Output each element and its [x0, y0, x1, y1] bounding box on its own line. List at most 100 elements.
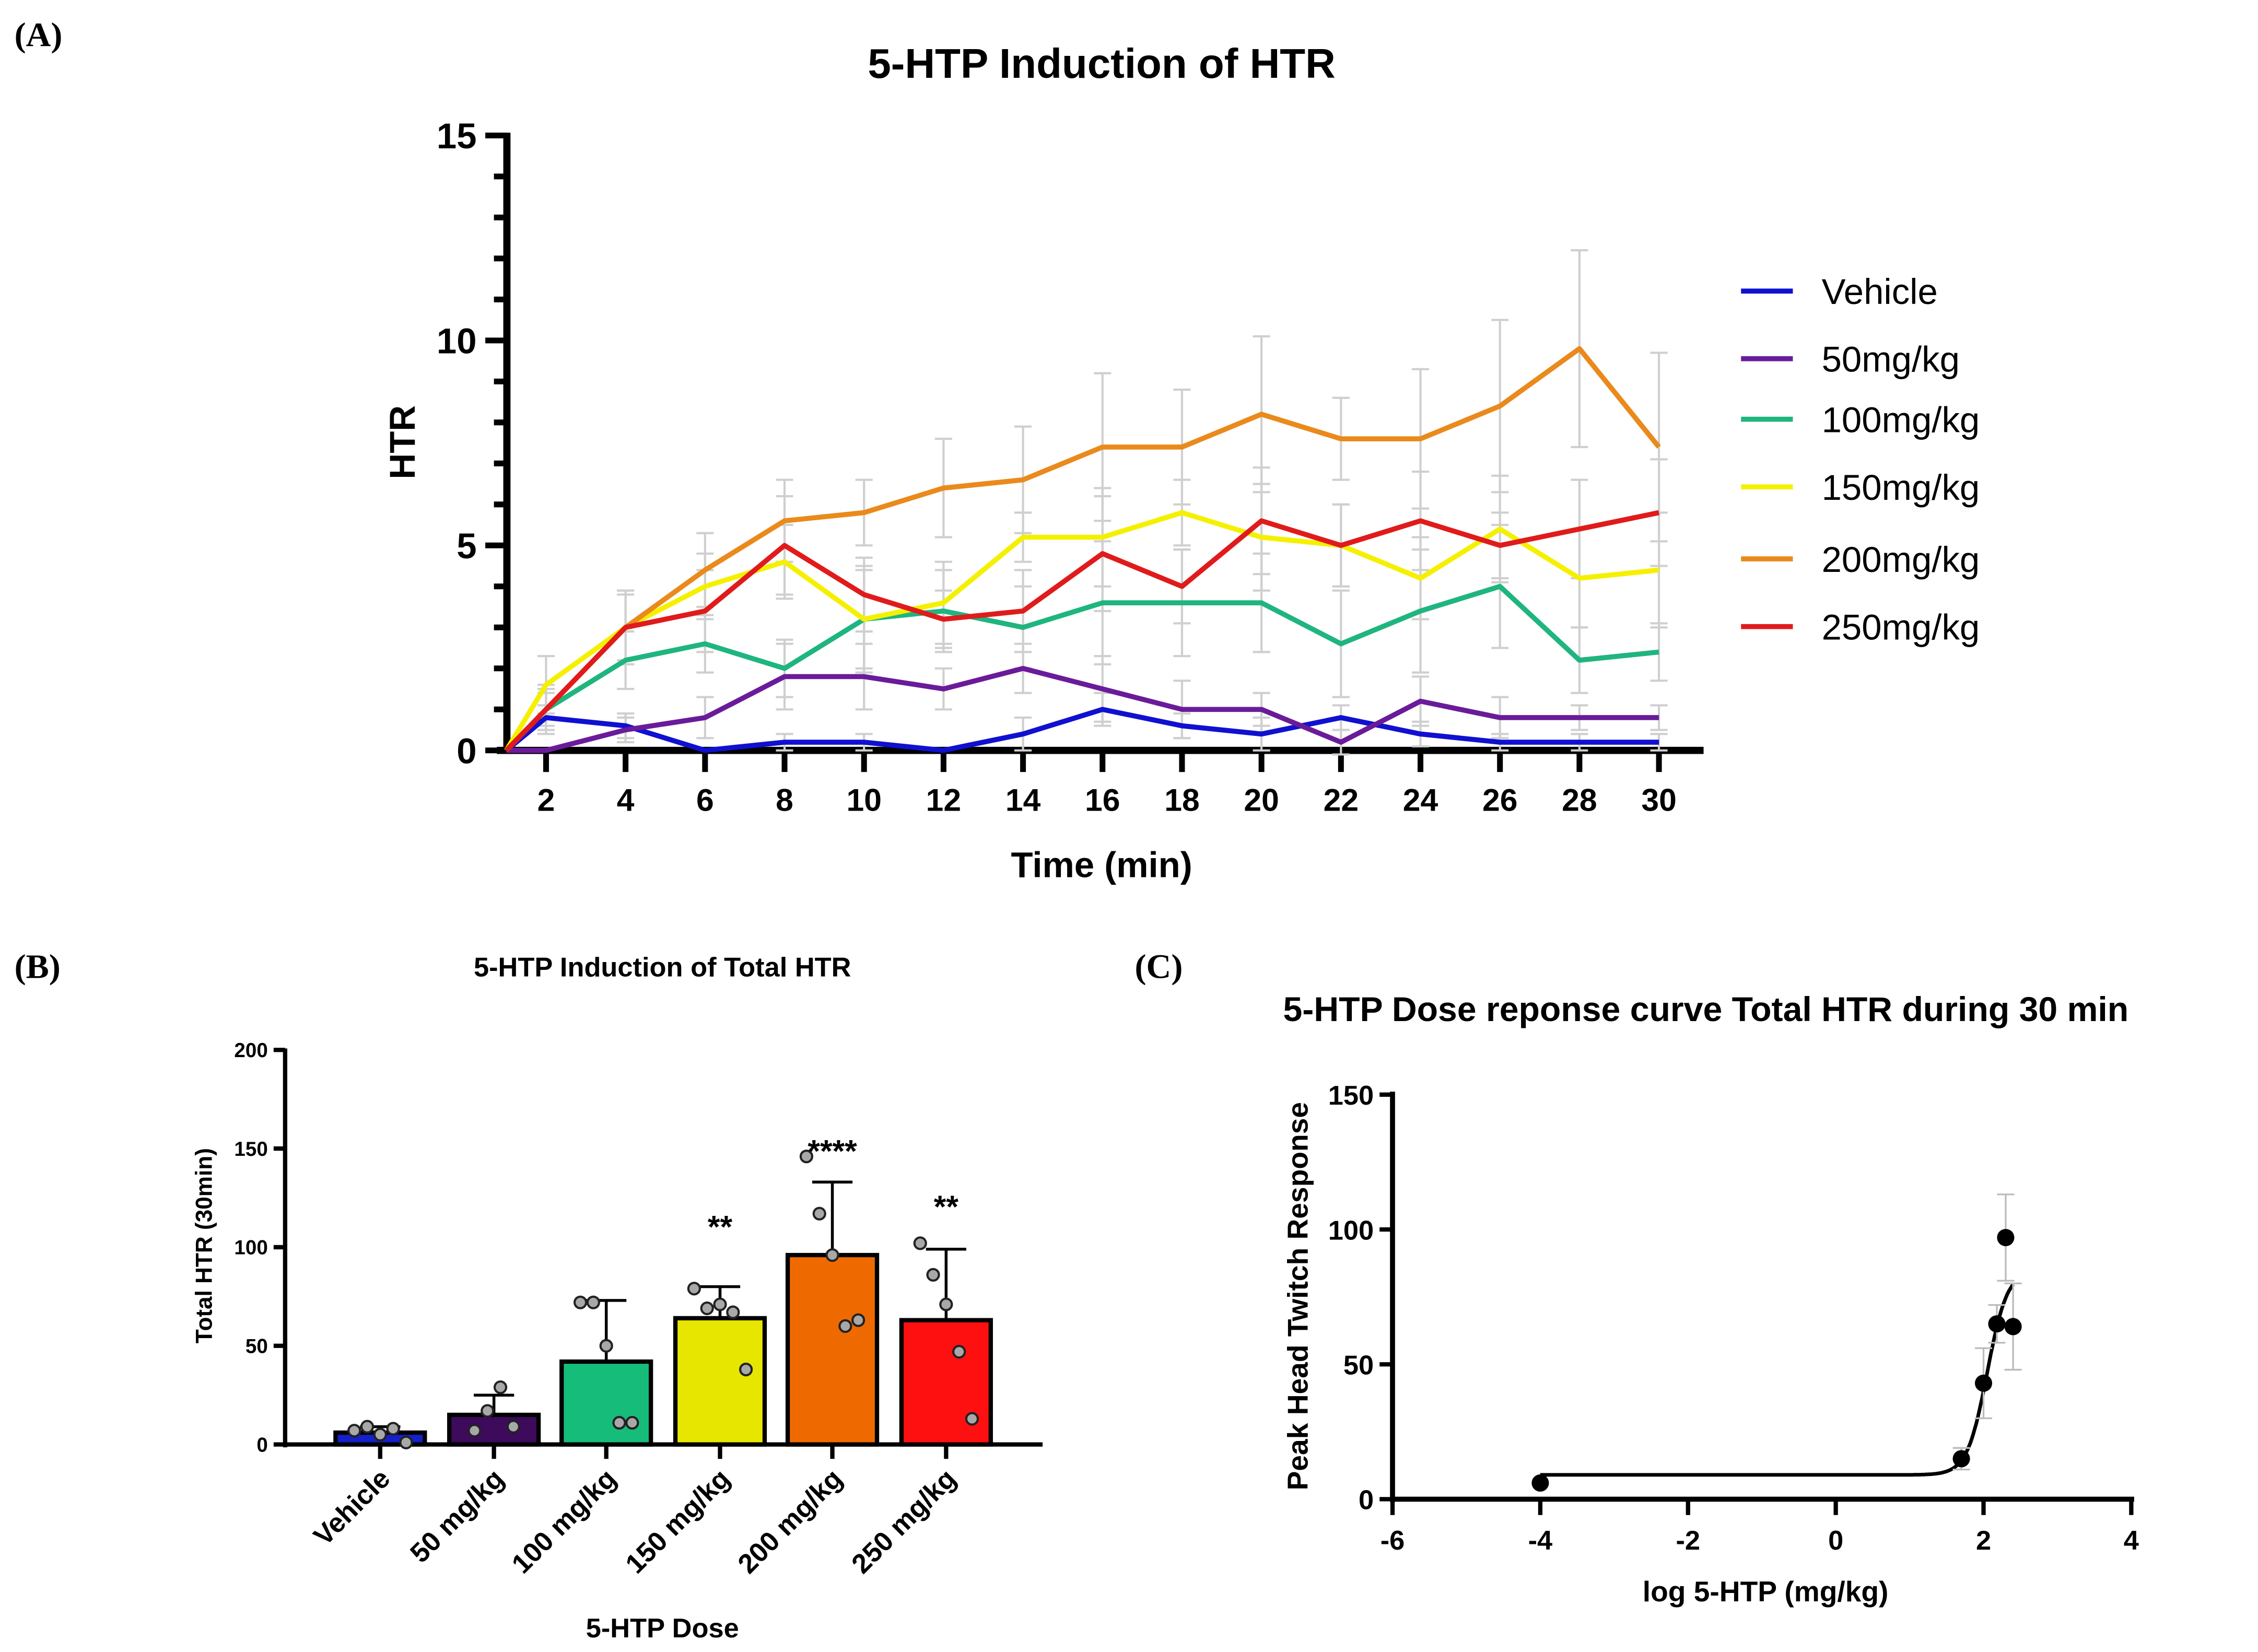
y-tick-label: 10 [437, 321, 477, 361]
data-point [1974, 1374, 1993, 1392]
chart-b-ylabel: Total HTR (30min) [191, 1148, 217, 1343]
data-point [1952, 1450, 1970, 1468]
chart-c-xlabel: log 5-HTP (mg/kg) [1643, 1575, 1889, 1608]
data-point [2004, 1318, 2022, 1335]
x-tick-label: 250 mg/kg [846, 1463, 962, 1579]
x-tick-label: 14 [1005, 782, 1041, 818]
significance-marker: ** [708, 1209, 733, 1245]
chart-a-ylabel: HTR [382, 405, 423, 479]
legend-label: 50mg/kg [1822, 339, 1960, 380]
significance-marker: **** [808, 1133, 857, 1169]
panel-label-c: (C) [1135, 947, 1183, 986]
x-tick-label: 16 [1085, 782, 1120, 818]
data-point [586, 1295, 600, 1309]
bar-chart-total-htr: 5-HTP Induction of Total HTR Total HTR (… [191, 953, 1043, 1644]
data-point [1531, 1474, 1549, 1492]
x-tick-label: 200 mg/kg [732, 1463, 848, 1579]
x-tick-label: 26 [1482, 782, 1517, 818]
bar-5 [899, 1318, 993, 1447]
legend-label: 250mg/kg [1822, 607, 1980, 647]
dose-response-chart: 5-HTP Dose reponse curve Total HTR durin… [1281, 990, 2139, 1608]
x-tick-label: 4 [2124, 1526, 2139, 1556]
x-tick-label: 50 mg/kg [405, 1463, 510, 1569]
series-line-1 [506, 665, 1659, 753]
x-tick-label: 100 mg/kg [506, 1463, 622, 1579]
fit-curve [1540, 1283, 2015, 1477]
data-point [481, 1404, 495, 1418]
data-point [825, 1248, 839, 1262]
data-point [726, 1305, 740, 1319]
panel-label-b: (B) [15, 947, 61, 986]
x-tick-label: 2 [537, 782, 555, 818]
chart-c-ylabel: Peak Head Twitch Response [1281, 1102, 1314, 1490]
y-tick-label: 100 [1328, 1215, 1374, 1246]
y-tick-label: 5 [457, 526, 476, 566]
x-tick-label: 24 [1403, 782, 1438, 818]
x-tick-label: 28 [1562, 782, 1597, 818]
y-tick-label: 15 [437, 116, 477, 156]
legend-label: Vehicle [1822, 272, 1938, 312]
error-bar [812, 1180, 853, 1256]
y-tick-label: 0 [1359, 1485, 1374, 1516]
chart-b-title: 5-HTP Induction of Total HTR [474, 953, 851, 983]
data-point [493, 1380, 508, 1395]
data-point [347, 1424, 361, 1438]
x-tick-label: -6 [1380, 1526, 1405, 1556]
x-tick-label: 0 [1828, 1526, 1843, 1556]
data-point [812, 1206, 826, 1221]
data-point [913, 1236, 927, 1250]
bar-4 [785, 1252, 880, 1447]
data-point [965, 1412, 979, 1426]
y-tick-label: 50 [1343, 1351, 1374, 1381]
x-tick-label: -2 [1676, 1526, 1700, 1556]
data-point [700, 1301, 714, 1316]
data-point [713, 1297, 727, 1311]
bar-2 [559, 1359, 653, 1447]
data-point [573, 1295, 588, 1309]
y-tick-label: 50 [245, 1335, 268, 1358]
chart-c-title: 5-HTP Dose reponse curve Total HTR durin… [1283, 990, 2129, 1029]
bar-3 [673, 1316, 767, 1447]
data-point [739, 1363, 753, 1377]
data-point [360, 1420, 375, 1434]
x-tick-label: 150 mg/kg [620, 1463, 736, 1579]
x-tick-label: 4 [617, 782, 635, 818]
data-point [926, 1268, 940, 1282]
data-point [1988, 1315, 2006, 1333]
legend-label: 100mg/kg [1822, 400, 1980, 440]
chart-a-title: 5-HTP Induction of HTR [868, 40, 1336, 87]
series-line-2 [504, 583, 1659, 753]
x-tick-label: Vehicle [308, 1463, 396, 1552]
y-tick-label: 200 [234, 1039, 267, 1062]
data-point [625, 1415, 639, 1430]
y-tick-label: 150 [234, 1138, 267, 1161]
legend-label: 200mg/kg [1822, 540, 1980, 580]
chart-a-xlabel: Time (min) [1011, 845, 1192, 885]
x-tick-label: 10 [846, 782, 881, 818]
data-point [838, 1319, 852, 1333]
significance-marker: ** [934, 1189, 959, 1224]
data-point [386, 1422, 400, 1436]
data-point [612, 1415, 626, 1430]
x-tick-label: 30 [1641, 782, 1676, 818]
x-tick-label: 18 [1164, 782, 1199, 818]
series-line-5 [504, 510, 1660, 753]
data-point [687, 1282, 701, 1296]
series-line-4 [504, 346, 1661, 753]
bar-1 [447, 1412, 541, 1447]
x-tick-label: 20 [1244, 782, 1279, 818]
data-point [939, 1297, 953, 1311]
data-point [467, 1424, 482, 1438]
y-tick-label: 0 [256, 1434, 267, 1456]
line-chart-htr-time: 5-HTP Induction of HTR HTR Time (min) 0 5… [382, 40, 1980, 885]
x-tick-label: 6 [696, 782, 714, 818]
data-point [799, 1150, 814, 1164]
y-tick-label: 100 [234, 1237, 267, 1259]
data-point [599, 1339, 613, 1353]
x-tick-label: 12 [926, 782, 961, 818]
data-point [399, 1435, 413, 1449]
chart-b-xlabel: 5-HTP Dose [586, 1613, 739, 1644]
x-tick-label: -4 [1528, 1526, 1553, 1556]
data-point [851, 1313, 865, 1327]
